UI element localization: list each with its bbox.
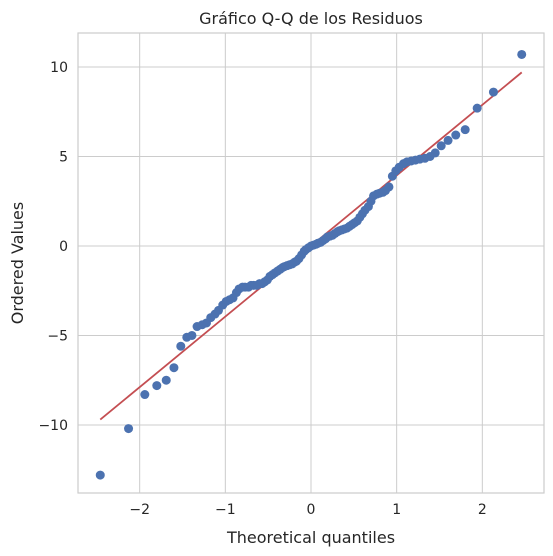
data-point bbox=[488, 87, 498, 97]
y-tick-label: −5 bbox=[47, 328, 68, 344]
x-tick-label: 0 bbox=[307, 502, 316, 518]
data-point bbox=[187, 330, 197, 340]
data-point bbox=[124, 424, 134, 434]
data-point bbox=[169, 363, 179, 373]
plot-frame bbox=[77, 32, 545, 494]
x-tick-label: −2 bbox=[129, 502, 150, 518]
data-point bbox=[140, 390, 150, 400]
x-axis-label: Theoretical quantiles bbox=[226, 528, 395, 547]
data-point bbox=[430, 148, 440, 158]
data-point bbox=[517, 49, 527, 59]
data-point bbox=[161, 375, 171, 385]
data-point bbox=[176, 341, 186, 351]
x-tick-label: 1 bbox=[392, 502, 401, 518]
data-point bbox=[384, 182, 394, 192]
chart-title: Gráfico Q-Q de los Residuos bbox=[199, 9, 423, 28]
data-point bbox=[451, 130, 461, 140]
y-tick-label: 0 bbox=[59, 239, 68, 255]
y-tick-label: −10 bbox=[38, 418, 68, 434]
data-point bbox=[436, 141, 446, 151]
grid bbox=[78, 33, 544, 493]
y-axis-label: Ordered Values bbox=[8, 202, 27, 324]
points-group bbox=[95, 49, 527, 480]
y-tick-label: 5 bbox=[59, 150, 68, 166]
data-point bbox=[472, 103, 482, 113]
data-point bbox=[443, 135, 453, 145]
x-ticks: −2 −1 0 1 2 bbox=[129, 502, 486, 518]
data-point bbox=[95, 470, 105, 480]
y-ticks: −10 −5 0 5 10 bbox=[38, 60, 68, 434]
data-point bbox=[460, 125, 470, 135]
x-tick-label: 2 bbox=[478, 502, 487, 518]
x-tick-label: −1 bbox=[215, 502, 236, 518]
data-point bbox=[152, 381, 162, 391]
y-tick-label: 10 bbox=[50, 60, 68, 76]
